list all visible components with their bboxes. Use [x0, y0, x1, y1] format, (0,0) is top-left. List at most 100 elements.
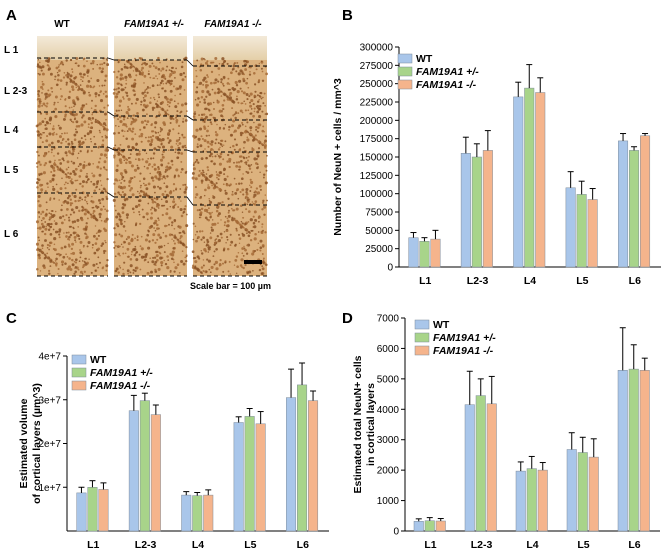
- neuron-dot: [208, 212, 212, 215]
- neuron-dot: [210, 70, 214, 74]
- neuron-dot: [248, 73, 252, 76]
- neuron-dot: [253, 94, 256, 97]
- neuron-dot: [129, 197, 131, 199]
- neuron-dot: [104, 134, 107, 137]
- neuron-dot: [37, 90, 41, 93]
- neuron-dot: [115, 76, 119, 79]
- neuron-dot: [173, 100, 176, 103]
- neuron-dot: [92, 62, 95, 65]
- neuron-dot: [195, 90, 199, 94]
- neuron-dot: [225, 242, 227, 244]
- neuron-dot: [81, 185, 84, 188]
- bar: [617, 370, 628, 532]
- neuron-dot: [191, 171, 195, 175]
- neuron-dot: [200, 63, 203, 66]
- neuron-dot: [45, 139, 49, 143]
- neuron-dot: [49, 225, 52, 229]
- legend-swatch: [397, 53, 413, 64]
- neuron-dot: [93, 189, 96, 192]
- neuron-dot: [134, 82, 137, 85]
- neuron-dot: [131, 233, 134, 236]
- neuron-dot: [258, 99, 260, 101]
- neuron-dot: [151, 239, 155, 242]
- neuron-dot: [178, 124, 181, 127]
- neuron-dot: [263, 144, 267, 148]
- neuron-dot: [203, 194, 206, 197]
- neuron-dot: [164, 234, 168, 238]
- neuron-dot: [249, 104, 253, 108]
- layer-label-l4: L 4: [4, 125, 19, 136]
- neuron-dot: [81, 209, 84, 212]
- neuron-dot: [171, 238, 173, 240]
- neuron-dot: [81, 104, 84, 107]
- neuron-dot: [251, 139, 255, 142]
- neuron-dot: [234, 191, 238, 195]
- neuron-dot: [205, 173, 208, 175]
- neuron-dot: [80, 218, 84, 222]
- neuron-dot: [220, 95, 223, 97]
- neuron-dot: [121, 178, 123, 181]
- neuron-dot: [78, 143, 81, 146]
- neuron-dot: [235, 183, 238, 185]
- neuron-dot: [97, 229, 101, 233]
- neuron-dot: [86, 245, 89, 248]
- neuron-dot: [217, 67, 221, 70]
- neuron-dot: [213, 91, 217, 95]
- neuron-dot: [201, 230, 204, 233]
- neuron-dot: [243, 59, 246, 63]
- neuron-dot: [37, 195, 41, 198]
- neuron-dot: [145, 187, 149, 191]
- neuron-dot: [71, 148, 75, 151]
- neuron-dot: [93, 135, 96, 138]
- y-tick-label: 3e+7: [38, 395, 61, 406]
- y-tick-label: 125000: [360, 171, 394, 182]
- neuron-dot: [166, 175, 169, 178]
- neuron-dot: [206, 60, 209, 63]
- neuron-dot: [48, 132, 52, 136]
- neuron-dot: [151, 84, 155, 88]
- neuron-dot: [236, 188, 240, 191]
- neuron-dot: [251, 148, 255, 152]
- bar: [430, 238, 441, 268]
- neuron-dot: [172, 117, 175, 121]
- neuron-dot: [156, 77, 159, 80]
- layer-label-l2-3: L 2-3: [4, 86, 28, 97]
- neuron-dot: [75, 205, 79, 210]
- neuron-dot: [184, 102, 188, 106]
- neuron-dot: [103, 249, 106, 253]
- neuron-dot: [161, 67, 165, 71]
- neuron-dot: [49, 117, 52, 121]
- neuron-dot: [158, 186, 162, 190]
- neuron-dot: [52, 228, 55, 231]
- neuron-dot: [149, 143, 153, 147]
- neuron-dot: [133, 211, 135, 214]
- neuron-dot: [158, 173, 161, 176]
- neuron-dot: [137, 158, 141, 162]
- neuron-dot: [99, 99, 104, 103]
- neuron-dot: [246, 232, 248, 235]
- bar: [471, 156, 482, 268]
- neuron-dot: [59, 135, 62, 139]
- neuron-dot: [163, 259, 165, 262]
- neuron-dot: [233, 177, 236, 180]
- neuron-dot: [76, 157, 79, 159]
- neuron-dot: [120, 182, 122, 184]
- neuron-dot: [194, 266, 197, 270]
- neuron-dot: [171, 163, 174, 166]
- neuron-dot: [180, 110, 183, 113]
- neuron-dot: [148, 240, 151, 243]
- neuron-dot: [174, 148, 177, 151]
- neuron-dot: [255, 68, 258, 71]
- neuron-dot: [71, 71, 74, 73]
- neuron-dot: [243, 202, 247, 205]
- neuron-dot: [179, 241, 183, 245]
- neuron-dot: [102, 266, 105, 268]
- neuron-dot: [164, 262, 168, 266]
- neuron-dot: [245, 192, 249, 196]
- neuron-dot: [133, 93, 136, 97]
- neuron-dot: [134, 133, 137, 136]
- neuron-dot: [256, 193, 258, 195]
- neuron-dot: [154, 229, 157, 232]
- neuron-dot: [259, 249, 262, 252]
- neuron-dot: [140, 120, 144, 124]
